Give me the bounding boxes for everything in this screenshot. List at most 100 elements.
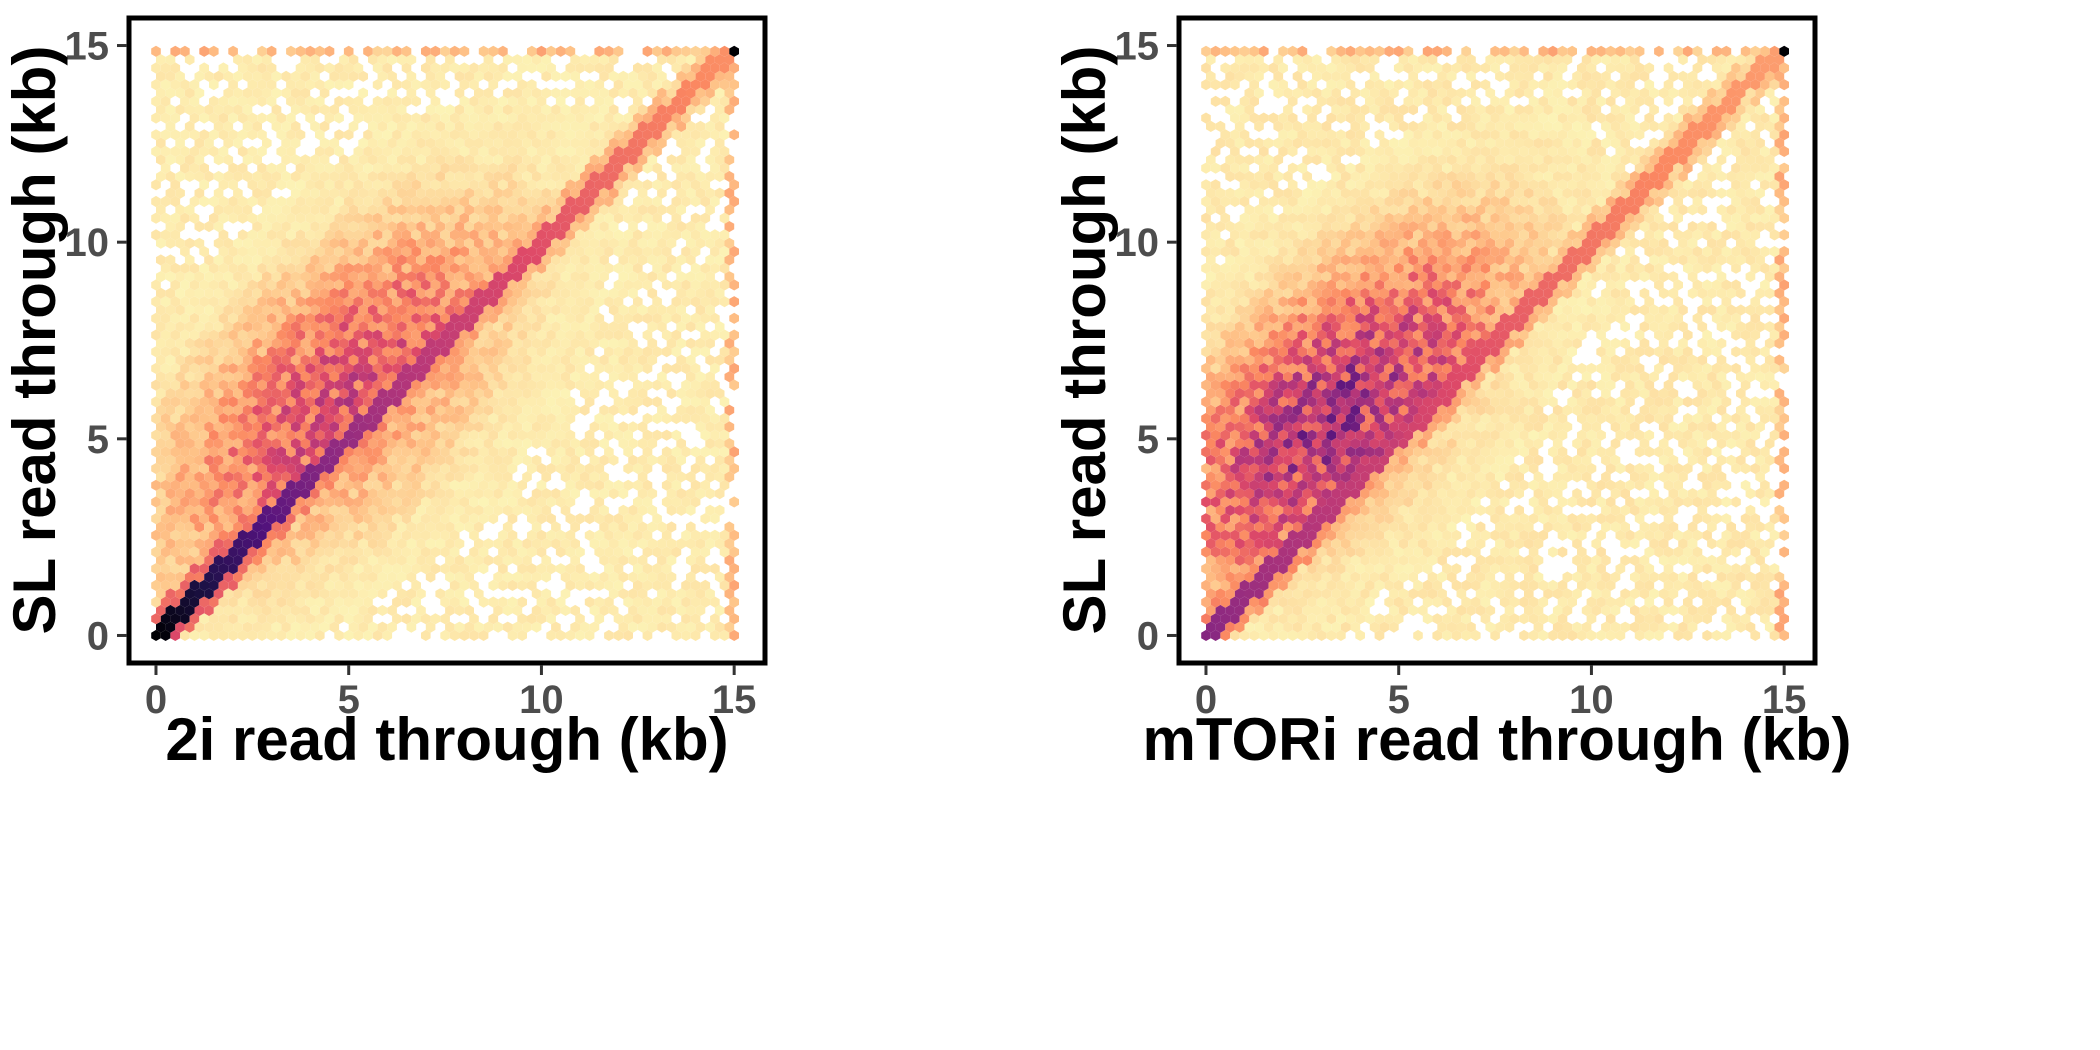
hex-bin: [478, 629, 489, 641]
hex-bin: [657, 304, 667, 316]
hex-bin: [276, 396, 287, 408]
hex-bin: [628, 604, 638, 616]
hex-bin: [1504, 454, 1515, 466]
hex-bin: [209, 362, 219, 374]
hex-bin: [281, 321, 291, 333]
hex-bin: [686, 471, 696, 483]
hex-bin: [527, 279, 537, 291]
hex-bin: [531, 438, 542, 450]
hex-bin: [498, 246, 508, 258]
hex-bin: [1475, 438, 1486, 450]
hex-bin: [363, 579, 373, 591]
hex-bin: [560, 187, 571, 199]
hex-bin: [478, 329, 489, 341]
hex-bin: [555, 446, 566, 458]
hex-bin: [315, 296, 325, 308]
hex-bin: [1365, 513, 1375, 525]
hex-bin: [310, 70, 320, 82]
hex-bin: [1495, 554, 1505, 566]
hex-bin: [430, 45, 441, 57]
hex-bin: [1210, 629, 1221, 641]
hex-bin: [372, 279, 383, 291]
hex-bin: [1490, 579, 1500, 591]
hex-bin: [228, 296, 238, 308]
hex-bin: [459, 246, 470, 258]
hex-bin: [1268, 629, 1279, 641]
hex-bin: [1345, 446, 1356, 458]
hex-bin: [623, 613, 633, 625]
hex-bin: [1336, 529, 1346, 541]
hex-bin: [343, 429, 354, 441]
hex-bin: [358, 588, 368, 600]
hex-bin: [449, 212, 460, 224]
hex-bin: [507, 279, 518, 291]
hex-bin: [502, 170, 513, 182]
hex-bin: [1249, 513, 1259, 525]
hex-bin: [421, 145, 431, 157]
hex-bin: [1379, 571, 1390, 583]
hex-bin: [334, 312, 344, 324]
hex-bin: [300, 404, 311, 416]
hex-bin: [339, 287, 349, 299]
hex-bin: [401, 279, 412, 291]
hex-bin: [209, 513, 219, 525]
hex-bin: [266, 45, 277, 57]
hex-bin: [363, 195, 373, 208]
hex-bin: [1432, 629, 1443, 641]
hex-bin: [401, 129, 412, 141]
hex-bin: [165, 337, 176, 349]
hex-bin: [1533, 454, 1544, 466]
hex-bin: [300, 521, 311, 533]
hex-bin: [315, 429, 325, 441]
hex-bin: [257, 45, 267, 57]
hex-bin: [1533, 621, 1544, 633]
hex-bin: [276, 613, 287, 625]
hex-bin: [416, 554, 426, 566]
hex-bin: [584, 629, 595, 641]
hex-bin: [724, 154, 735, 166]
hex-bin: [1422, 546, 1433, 558]
hex-bin: [507, 596, 518, 608]
hex-bin: [681, 62, 691, 74]
hex-bin: [319, 438, 330, 450]
x-tick-label: 5: [338, 678, 360, 722]
hex-bin: [266, 246, 277, 258]
hex-bin: [310, 120, 320, 132]
hex-bin: [199, 446, 209, 458]
hex-bin: [642, 129, 653, 141]
hex-bin: [401, 529, 412, 541]
hex-bin: [1687, 488, 1698, 500]
hex-bin: [180, 296, 190, 308]
hex-bin: [213, 621, 224, 633]
hex-bin: [1369, 471, 1380, 483]
hex-bin: [1254, 571, 1264, 583]
hex-bin: [575, 62, 585, 74]
hex-bin: [353, 446, 364, 458]
hex-bin: [165, 488, 176, 500]
hex-bin: [570, 87, 580, 99]
hex-bin: [493, 120, 503, 132]
hex-bin: [1658, 538, 1669, 550]
hex-bin: [570, 571, 580, 583]
hex-bin: [695, 588, 706, 600]
hex-bin: [661, 312, 672, 324]
hex-bin: [392, 262, 402, 274]
hex-bin: [1345, 613, 1356, 625]
hex-bin: [315, 596, 325, 608]
hex-bin: [546, 145, 556, 157]
hex-bin: [300, 354, 311, 366]
hex-bin: [507, 312, 518, 324]
hex-bin: [387, 371, 397, 383]
hex-bin: [262, 571, 272, 583]
hex-bin: [1408, 438, 1418, 450]
hex-bin: [353, 212, 364, 224]
hex-bin: [551, 521, 561, 533]
hex-bin: [719, 262, 730, 274]
hex-bin: [493, 237, 503, 249]
hex-bin: [498, 446, 508, 458]
hex-bin: [1307, 479, 1317, 491]
hex-bin: [151, 129, 161, 141]
hex-bin: [1287, 479, 1298, 491]
hex-bin: [175, 538, 185, 550]
hex-bin: [565, 529, 576, 541]
